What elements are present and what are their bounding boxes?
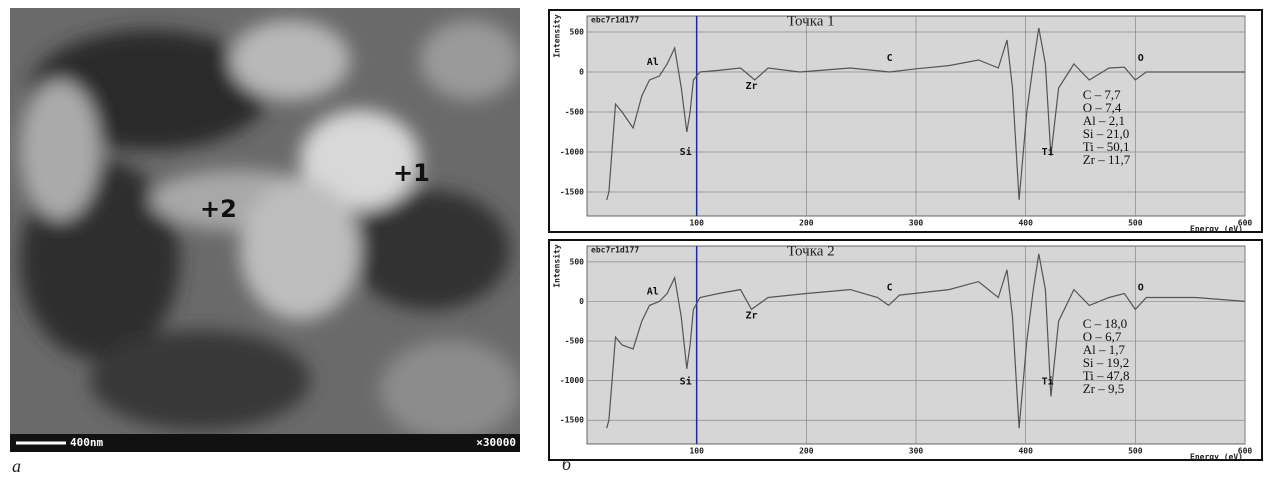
peak-label: Zr bbox=[745, 310, 757, 321]
peak-label: Al bbox=[647, 286, 659, 297]
x-tick-label: 200 bbox=[799, 219, 814, 228]
peak-label: O bbox=[1138, 282, 1144, 293]
composition-entry: O – 7,4 bbox=[1083, 100, 1122, 115]
spectrum-line bbox=[606, 253, 1246, 429]
y-tick-label: -500 bbox=[565, 108, 584, 117]
composition-entry: Zr – 9,5 bbox=[1083, 381, 1125, 396]
chart-title: Точка 1 bbox=[787, 13, 835, 29]
x-tick-label: 100 bbox=[689, 447, 704, 456]
file-label: ebc7r1d177 bbox=[591, 246, 639, 255]
panel-label: а bbox=[12, 456, 21, 476]
x-tick-label: 300 bbox=[909, 219, 924, 228]
x-axis-label: Energy (eV) bbox=[1190, 225, 1243, 234]
y-tick-label: -1500 bbox=[560, 188, 584, 197]
x-tick-label: 400 bbox=[1018, 447, 1033, 456]
peak-label: Si bbox=[680, 146, 692, 158]
point-label: +2 bbox=[200, 195, 237, 223]
y-tick-label: -1000 bbox=[560, 376, 584, 385]
y-tick-label: 500 bbox=[570, 257, 585, 266]
x-tick-label: 200 bbox=[799, 447, 814, 456]
peak-label: Ti bbox=[1042, 146, 1054, 158]
y-axis-label: Intensity bbox=[552, 244, 562, 288]
file-label: ebc7r1d177 bbox=[591, 16, 639, 25]
y-tick-label: 0 bbox=[579, 68, 584, 77]
composition-entry: Al – 1,7 bbox=[1083, 342, 1126, 357]
magnification: ×30000 bbox=[476, 436, 516, 449]
composition-entry: Al – 2,1 bbox=[1083, 113, 1125, 128]
peak-label: O bbox=[1138, 53, 1144, 64]
composition-entry: C – 7,7 bbox=[1083, 87, 1121, 102]
composition-entry: C – 18,0 bbox=[1083, 316, 1127, 331]
sem-image bbox=[10, 8, 520, 452]
x-tick-label: 400 bbox=[1018, 219, 1033, 228]
composition-entry: O – 6,7 bbox=[1083, 329, 1122, 344]
composition-entry: Si – 19,2 bbox=[1083, 355, 1130, 370]
x-axis-label: Energy (eV) bbox=[1190, 453, 1243, 462]
x-tick-label: 100 bbox=[689, 219, 704, 228]
peak-label: Si bbox=[680, 375, 692, 387]
y-tick-label: 500 bbox=[570, 28, 585, 37]
composition-entry: Ti – 47,8 bbox=[1083, 368, 1130, 383]
peak-label: Al bbox=[647, 57, 659, 68]
peak-label: C bbox=[887, 282, 893, 293]
scale-bar-label: 400nm bbox=[70, 436, 103, 449]
peak-label: C bbox=[887, 53, 893, 64]
composition-entry: Zr – 11,7 bbox=[1083, 152, 1131, 167]
composition-entry: Si – 21,0 bbox=[1083, 126, 1130, 141]
x-tick-label: 500 bbox=[1128, 447, 1143, 456]
y-tick-label: -1000 bbox=[560, 148, 584, 157]
x-tick-label: 600 bbox=[1238, 219, 1253, 228]
point-label: +1 bbox=[393, 159, 430, 187]
peak-label: Ti bbox=[1042, 375, 1054, 387]
x-tick-label: 500 bbox=[1128, 219, 1143, 228]
y-axis-label: Intensity bbox=[552, 14, 562, 58]
y-tick-label: 0 bbox=[579, 297, 584, 306]
chart-title: Точка 2 bbox=[787, 243, 835, 259]
y-tick-label: -500 bbox=[565, 337, 584, 346]
spectrum-line bbox=[606, 27, 1245, 201]
y-tick-label: -1500 bbox=[560, 416, 584, 425]
x-tick-label: 300 bbox=[909, 447, 924, 456]
panel-label: б bbox=[562, 454, 572, 474]
x-tick-label: 600 bbox=[1238, 447, 1253, 456]
peak-label: Zr bbox=[745, 81, 757, 92]
composition-entry: Ti – 50,1 bbox=[1083, 139, 1130, 154]
